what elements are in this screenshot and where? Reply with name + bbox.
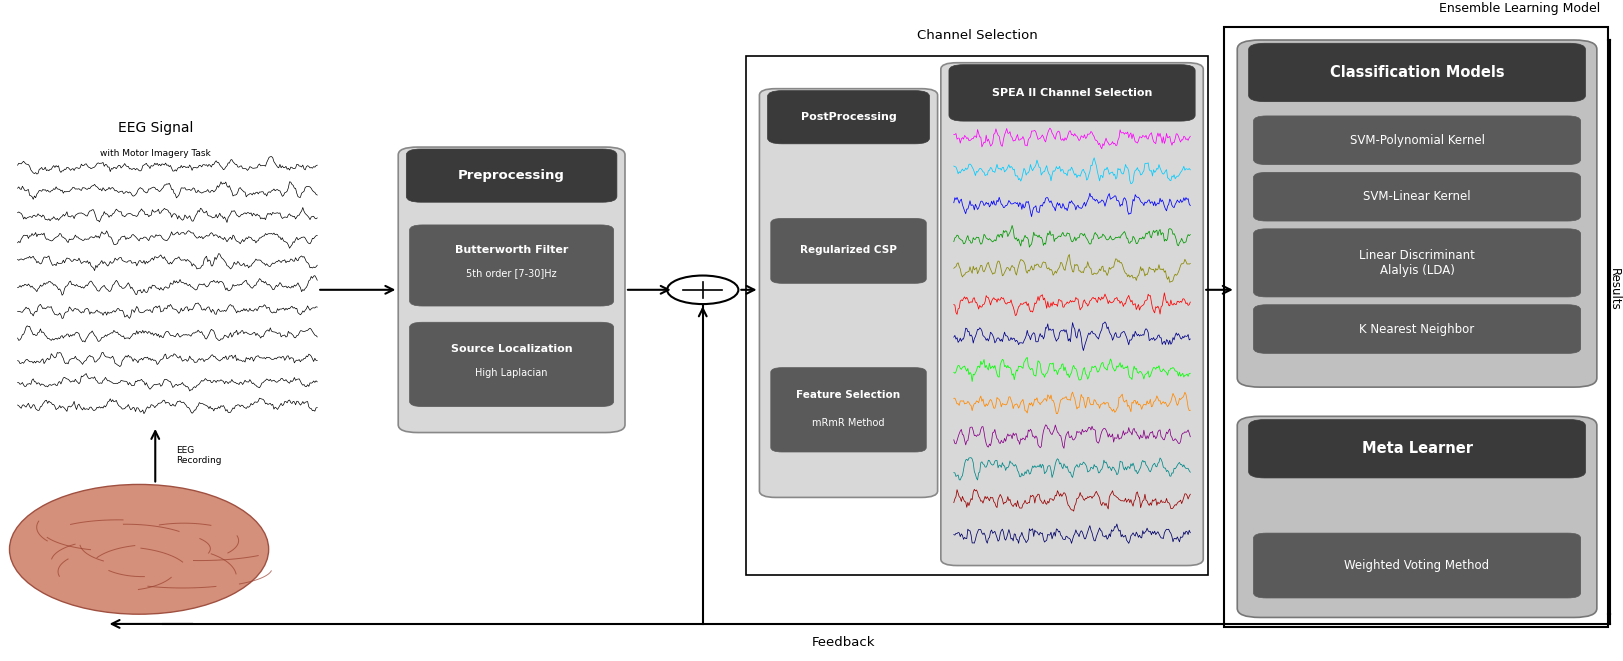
Text: Classification Models: Classification Models [1329, 65, 1503, 80]
Text: Source Localization: Source Localization [451, 344, 571, 354]
FancyBboxPatch shape [1253, 533, 1579, 598]
Text: K Nearest Neighbor: K Nearest Neighbor [1358, 323, 1474, 336]
Text: Channel Selection: Channel Selection [917, 29, 1037, 42]
Text: High Laplacian: High Laplacian [476, 368, 547, 378]
FancyBboxPatch shape [409, 225, 613, 306]
Text: 5th order [7-30]Hz: 5th order [7-30]Hz [466, 268, 557, 278]
FancyBboxPatch shape [398, 147, 625, 432]
Bar [747, 56, 1208, 575]
Text: Feedback: Feedback [812, 636, 875, 648]
Text: Weighted Voting Method: Weighted Voting Method [1344, 559, 1488, 572]
FancyBboxPatch shape [940, 63, 1203, 566]
Text: Meta Learner: Meta Learner [1360, 442, 1472, 456]
FancyBboxPatch shape [1248, 420, 1584, 478]
FancyBboxPatch shape [771, 218, 925, 284]
Text: Feature Selection: Feature Selection [795, 390, 901, 400]
Text: PostProcessing: PostProcessing [800, 112, 896, 122]
Text: Ensemble Learning Model: Ensemble Learning Model [1438, 3, 1599, 15]
Text: EEG
Recording: EEG Recording [177, 446, 222, 465]
FancyBboxPatch shape [768, 91, 928, 144]
Text: mRmR Method: mRmR Method [812, 418, 885, 428]
Text: EEG Signal: EEG Signal [117, 120, 193, 135]
Text: Preprocessing: Preprocessing [458, 169, 565, 182]
FancyBboxPatch shape [1253, 305, 1579, 354]
FancyBboxPatch shape [760, 89, 936, 498]
FancyBboxPatch shape [948, 65, 1195, 121]
Ellipse shape [10, 485, 268, 614]
FancyBboxPatch shape [1253, 116, 1579, 165]
Text: Results: Results [1607, 268, 1620, 311]
FancyBboxPatch shape [771, 368, 925, 452]
Text: Linear Discriminant
Alalyis (LDA): Linear Discriminant Alalyis (LDA) [1358, 249, 1474, 277]
Text: Regularized CSP: Regularized CSP [800, 245, 896, 254]
FancyBboxPatch shape [1248, 43, 1584, 102]
Text: SPEA II Channel Selection: SPEA II Channel Selection [992, 87, 1152, 98]
FancyBboxPatch shape [406, 149, 617, 202]
Bar [1224, 27, 1607, 627]
FancyBboxPatch shape [1237, 416, 1595, 617]
Text: SVM-Linear Kernel: SVM-Linear Kernel [1362, 190, 1470, 203]
Text: with Motor Imagery Task: with Motor Imagery Task [101, 149, 211, 158]
Text: SVM-Polynomial Kernel: SVM-Polynomial Kernel [1349, 134, 1483, 147]
FancyBboxPatch shape [1253, 173, 1579, 221]
FancyBboxPatch shape [409, 323, 613, 407]
Text: Butterworth Filter: Butterworth Filter [454, 245, 568, 254]
FancyBboxPatch shape [1253, 229, 1579, 297]
FancyBboxPatch shape [1237, 40, 1595, 387]
